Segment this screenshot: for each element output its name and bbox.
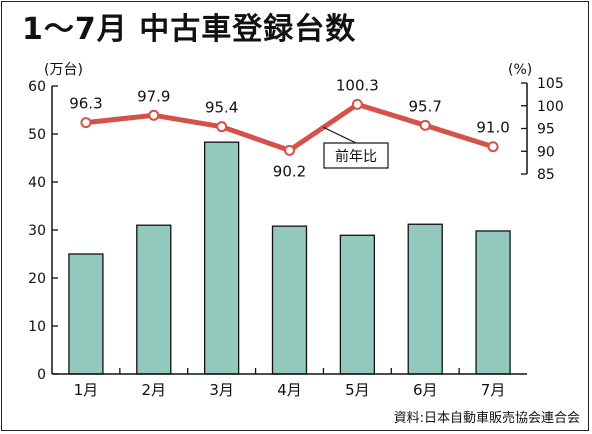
yoy-value-label: 100.3 xyxy=(336,76,379,94)
left-tick-label: 0 xyxy=(37,367,46,383)
yoy-point-4 xyxy=(284,144,295,156)
right-tick-label: 95 xyxy=(537,122,555,138)
left-tick-label: 30 xyxy=(28,223,46,239)
yoy-point-5 xyxy=(351,98,363,110)
bar-3 xyxy=(203,141,240,375)
yoy-value-label: 97.9 xyxy=(137,87,170,105)
category-label: 3月 xyxy=(209,381,234,399)
bar-4 xyxy=(271,225,308,375)
source-note: 資料:日本自動車販売協会連合会 xyxy=(394,410,580,426)
category-label: 4月 xyxy=(277,381,302,399)
yoy-point-1 xyxy=(80,117,92,129)
bar-7 xyxy=(475,230,511,375)
callout-box xyxy=(323,142,389,169)
yoy-point-7 xyxy=(487,141,499,153)
yoy-value-label: 91.0 xyxy=(476,119,509,137)
bars-layer xyxy=(68,141,511,375)
left-tick-label: 40 xyxy=(28,175,46,191)
category-label: 6月 xyxy=(413,381,438,399)
right-tick-label: 100 xyxy=(537,99,564,115)
bar-6 xyxy=(407,223,443,375)
callout-leader xyxy=(323,126,357,144)
legend-callout: 前年比 xyxy=(323,126,389,169)
bar-5 xyxy=(339,234,376,375)
left-tick-label: 20 xyxy=(28,271,46,287)
right-tick-label: 105 xyxy=(537,76,564,92)
category-label: 1月 xyxy=(74,381,99,399)
yoy-value-label: 95.4 xyxy=(205,99,238,117)
right-tick-label: 85 xyxy=(537,167,555,183)
left-tick-label: 50 xyxy=(28,127,46,143)
axes-layer: 0 10 20 30 40 50 60 85 90 95 100 105 1月 2月 3月 4月 5月 6月 7月 xyxy=(28,76,564,399)
callout-label: 前年比 xyxy=(335,148,377,165)
category-label: 2月 xyxy=(142,381,167,399)
bar-2 xyxy=(136,224,172,375)
yoy-point-2 xyxy=(148,109,160,121)
yoy-value-label: 90.2 xyxy=(273,162,306,180)
right-tick-label: 90 xyxy=(537,144,555,160)
yoy-value-label: 96.3 xyxy=(69,95,102,113)
line-layer xyxy=(80,98,499,156)
category-label: 5月 xyxy=(345,381,370,399)
yoy-point-6 xyxy=(419,119,431,131)
left-axis-unit: (万台) xyxy=(44,62,83,78)
category-label: 7月 xyxy=(481,381,506,399)
bar-1 xyxy=(68,253,104,375)
yoy-point-3 xyxy=(216,121,228,133)
right-axis-unit: (%) xyxy=(508,62,532,78)
left-tick-label: 10 xyxy=(28,319,46,335)
chart-title: 1～7月 中古車登録台数 xyxy=(22,12,357,47)
labels-layer: 96.3 97.9 95.4 90.2 100.3 95.7 91.0 xyxy=(69,76,510,180)
yoy-value-label: 95.7 xyxy=(409,97,442,115)
left-tick-label: 60 xyxy=(28,79,46,95)
